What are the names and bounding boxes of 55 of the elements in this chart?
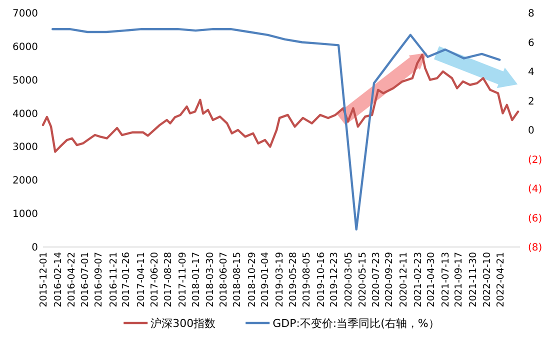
y2-tick-label: (2) [528,154,542,166]
x-tick-label: 2021-09-17 [453,252,464,308]
x-tick-label: 2019-01-04 [260,252,271,308]
x-tick-label: 2017-11-09 [177,252,188,308]
y-tick-label: 6000 [12,42,38,53]
y-tick-label: 2000 [12,176,38,187]
x-tick-label: 2020-09-29 [384,252,396,308]
legend-label: 沪深300指数 [150,317,216,330]
x-tick-label: 2020-05-15 [357,252,368,308]
y2-tick-label: 6 [528,38,534,49]
legend-label: GDP:不变价:当季同比(右轴，%） [272,317,440,330]
x-tick-label: 2018-01-17 [190,252,202,308]
x-tick-label: 2022-02-10 [482,252,493,308]
x-tick-label: 2017-04-11 [136,252,147,308]
x-tick-label: 2016-02-14 [53,252,64,308]
x-tick-label: 2019-05-28 [288,252,300,308]
x-tick-label: 2016-11-21 [108,252,120,308]
x-tick-label: 2019-08-05 [302,252,313,308]
y-tick-label: 1000 [12,209,38,220]
x-tick-label: 2017-06-20 [150,252,161,308]
x-tick-label: 2022-04-21 [496,252,507,308]
x-tick-label: 2021-02-23 [413,252,424,308]
x-tick-label: 2019-03-19 [274,252,286,308]
x-tick-label: 2018-06-07 [218,252,230,308]
x-tick-label: 2021-11-30 [468,252,479,308]
x-tick-label: 2018-03-30 [205,252,216,308]
y-tick-label: 0 [32,242,38,254]
y2-tick-label: (6) [528,213,542,224]
line-series [52,28,501,231]
y-tick-label: 7000 [12,8,38,20]
x-tick-label: 2021-07-13 [440,252,452,308]
y2-tick-label: 0 [528,126,534,136]
x-tick-label: 2016-09-07 [94,252,105,308]
y2-tick-label: (8) [528,242,542,254]
x-tick-label: 2020-07-23 [370,252,382,308]
x-tick-label: 2019-10-16 [316,252,327,308]
x-tick-label: 2019-12-23 [329,252,340,308]
y-tick-label: 4000 [12,108,38,120]
x-tick-label: 2018-08-15 [232,252,244,308]
x-tick-label: 2016-04-22 [66,252,78,308]
x-tick-label: 2017-08-28 [163,252,174,308]
x-tick-label: 2017-01-26 [121,252,132,308]
y-tick-label: 5000 [12,75,38,86]
y2-tick-label: 2 [528,96,534,108]
x-tick-label: 2020-12-11 [398,252,410,308]
x-tick-label: 2018-10-29 [246,252,258,308]
y2-tick-label: 8 [528,8,534,20]
x-tick-label: 2015-12-01 [38,252,50,308]
y-tick-label: 3000 [12,142,38,154]
line-series [42,54,520,153]
y2-tick-label: (4) [528,184,542,195]
x-tick-label: 2020-03-05 [343,252,354,308]
x-tick-label: 2016-07-01 [80,252,92,308]
y2-tick-label: 4 [528,67,534,78]
x-tick-label: 2021-04-30 [426,252,437,308]
